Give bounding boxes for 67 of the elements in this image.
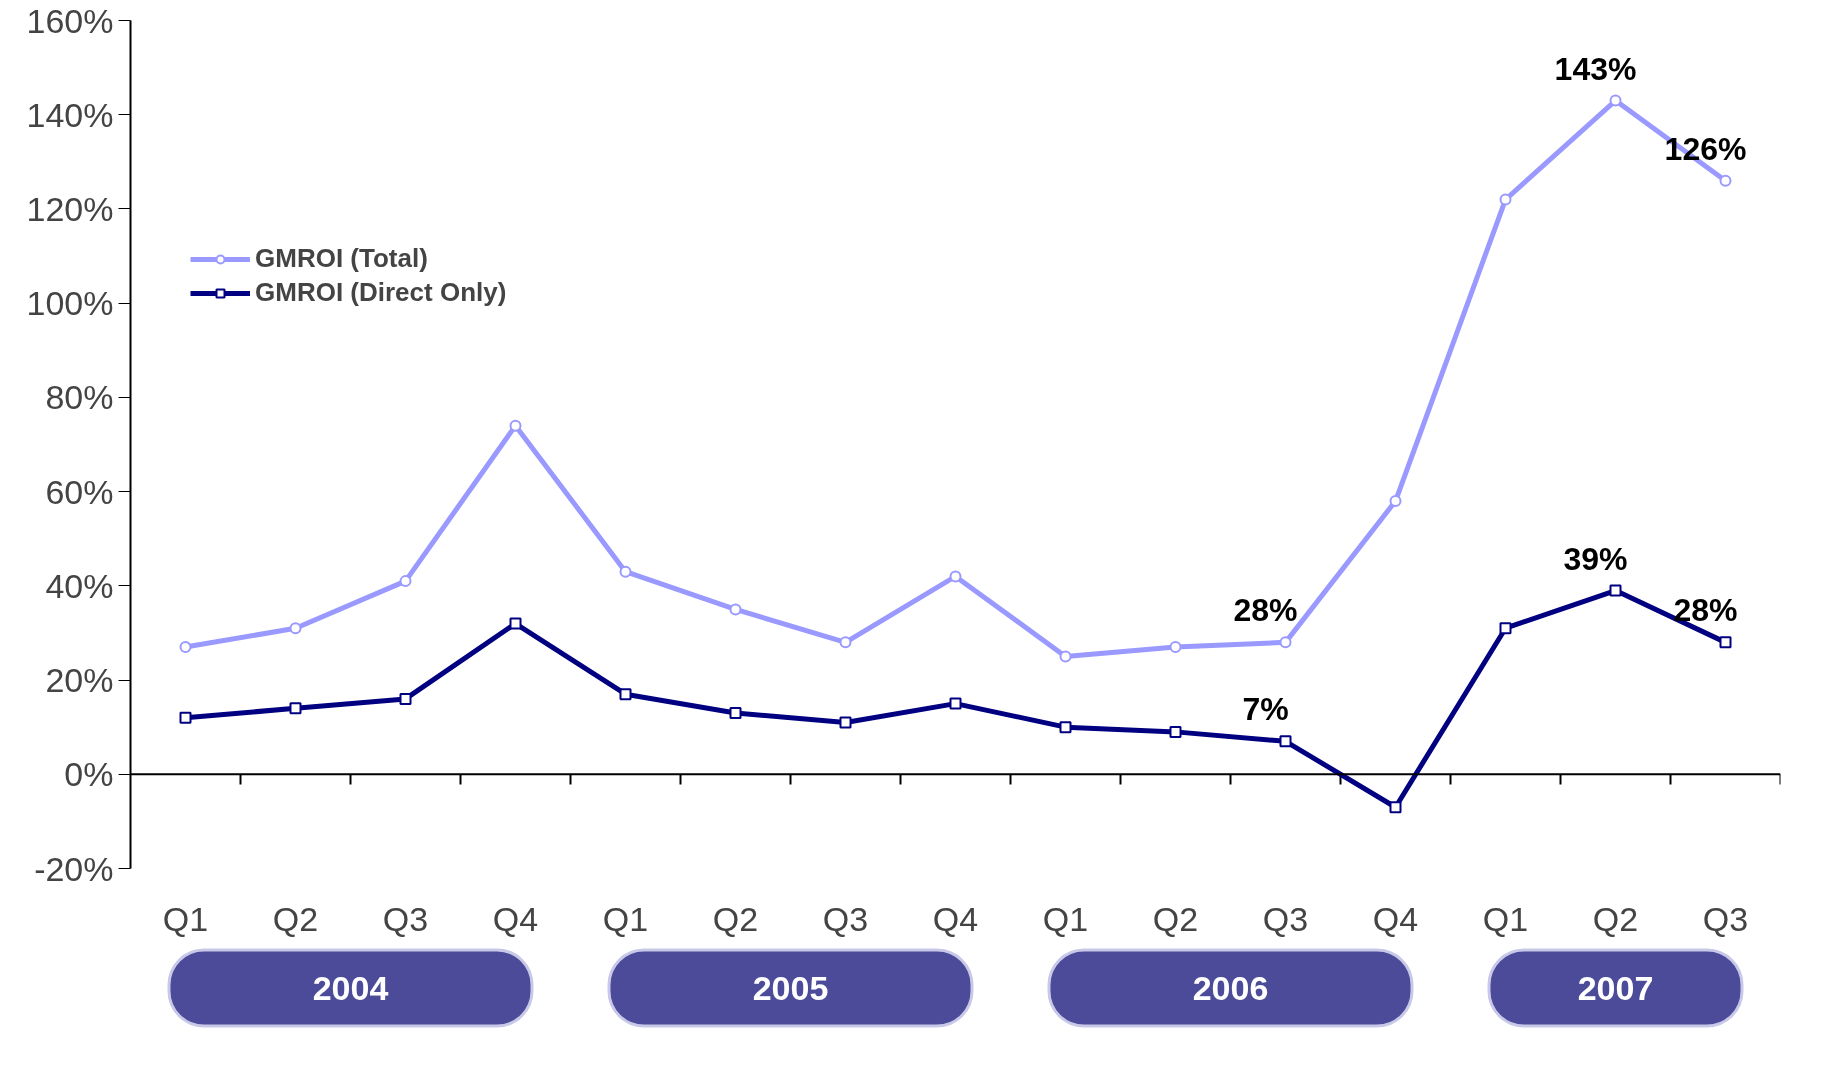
y-tick-label: 160% (26, 1, 114, 40)
point (399, 575, 412, 588)
point (949, 570, 962, 583)
point (1499, 622, 1512, 635)
point (1719, 174, 1732, 187)
point (289, 622, 302, 635)
text: 2007 (1577, 968, 1654, 1007)
y-tick-label: 120% (26, 189, 114, 228)
data-label: 143% (1554, 50, 1637, 87)
x-tick-label: Q1 (162, 899, 209, 938)
point (619, 688, 632, 701)
point (729, 603, 742, 616)
point (839, 716, 852, 729)
point (509, 617, 522, 630)
text: 2004 (312, 968, 389, 1007)
y-tick-label: -20% (34, 849, 114, 888)
point (1389, 495, 1402, 508)
point (1279, 735, 1292, 748)
data-label: 28% (1233, 592, 1298, 629)
point (179, 711, 192, 724)
data-label: 126% (1664, 130, 1747, 167)
x-tick-label: Q1 (1042, 899, 1089, 938)
point (509, 419, 522, 432)
x-tick-label: Q2 (1592, 899, 1639, 938)
y-tick-label: 60% (45, 472, 114, 511)
point (289, 702, 302, 715)
legend-label: GMROI (Total) (255, 243, 428, 274)
y-tick-label: 0% (64, 755, 114, 794)
point (1389, 801, 1402, 814)
text: 2005 (752, 968, 829, 1007)
point (949, 697, 962, 710)
point (1719, 636, 1732, 649)
point (1169, 725, 1182, 738)
x-tick-label: Q1 (1482, 899, 1529, 938)
x-tick-label: Q1 (602, 899, 649, 938)
point (179, 641, 192, 654)
x-tick-label: Q2 (272, 899, 319, 938)
x-tick-label: Q3 (822, 899, 869, 938)
x-tick-label: Q3 (1702, 899, 1749, 938)
point (1059, 650, 1072, 663)
point (729, 707, 742, 720)
point (1169, 641, 1182, 654)
point (1609, 584, 1622, 597)
x-tick-label: Q4 (492, 899, 539, 938)
x-tick-label: Q3 (1262, 899, 1309, 938)
x-tick-label: Q3 (382, 899, 429, 938)
data-label: 28% (1673, 592, 1738, 629)
y-tick-label: 40% (45, 566, 114, 605)
legend-label: GMROI (Direct Only) (255, 277, 507, 308)
text: 2006 (1192, 968, 1269, 1007)
x-tick-label: Q4 (1372, 899, 1419, 938)
point (839, 636, 852, 649)
point (1609, 94, 1622, 107)
point (1279, 636, 1292, 649)
y-tick-label: 80% (45, 378, 114, 417)
x-tick-label: Q2 (712, 899, 759, 938)
point (1059, 721, 1072, 734)
y-tick-label: 20% (45, 661, 114, 700)
data-label: 39% (1563, 540, 1628, 577)
point (1499, 193, 1512, 206)
y-tick-label: 100% (26, 284, 114, 323)
point (399, 692, 412, 705)
x-tick-label: Q2 (1152, 899, 1199, 938)
data-label: 7% (1242, 691, 1289, 728)
point (619, 565, 632, 578)
y-tick-label: 140% (26, 95, 114, 134)
x-tick-label: Q4 (932, 899, 979, 938)
